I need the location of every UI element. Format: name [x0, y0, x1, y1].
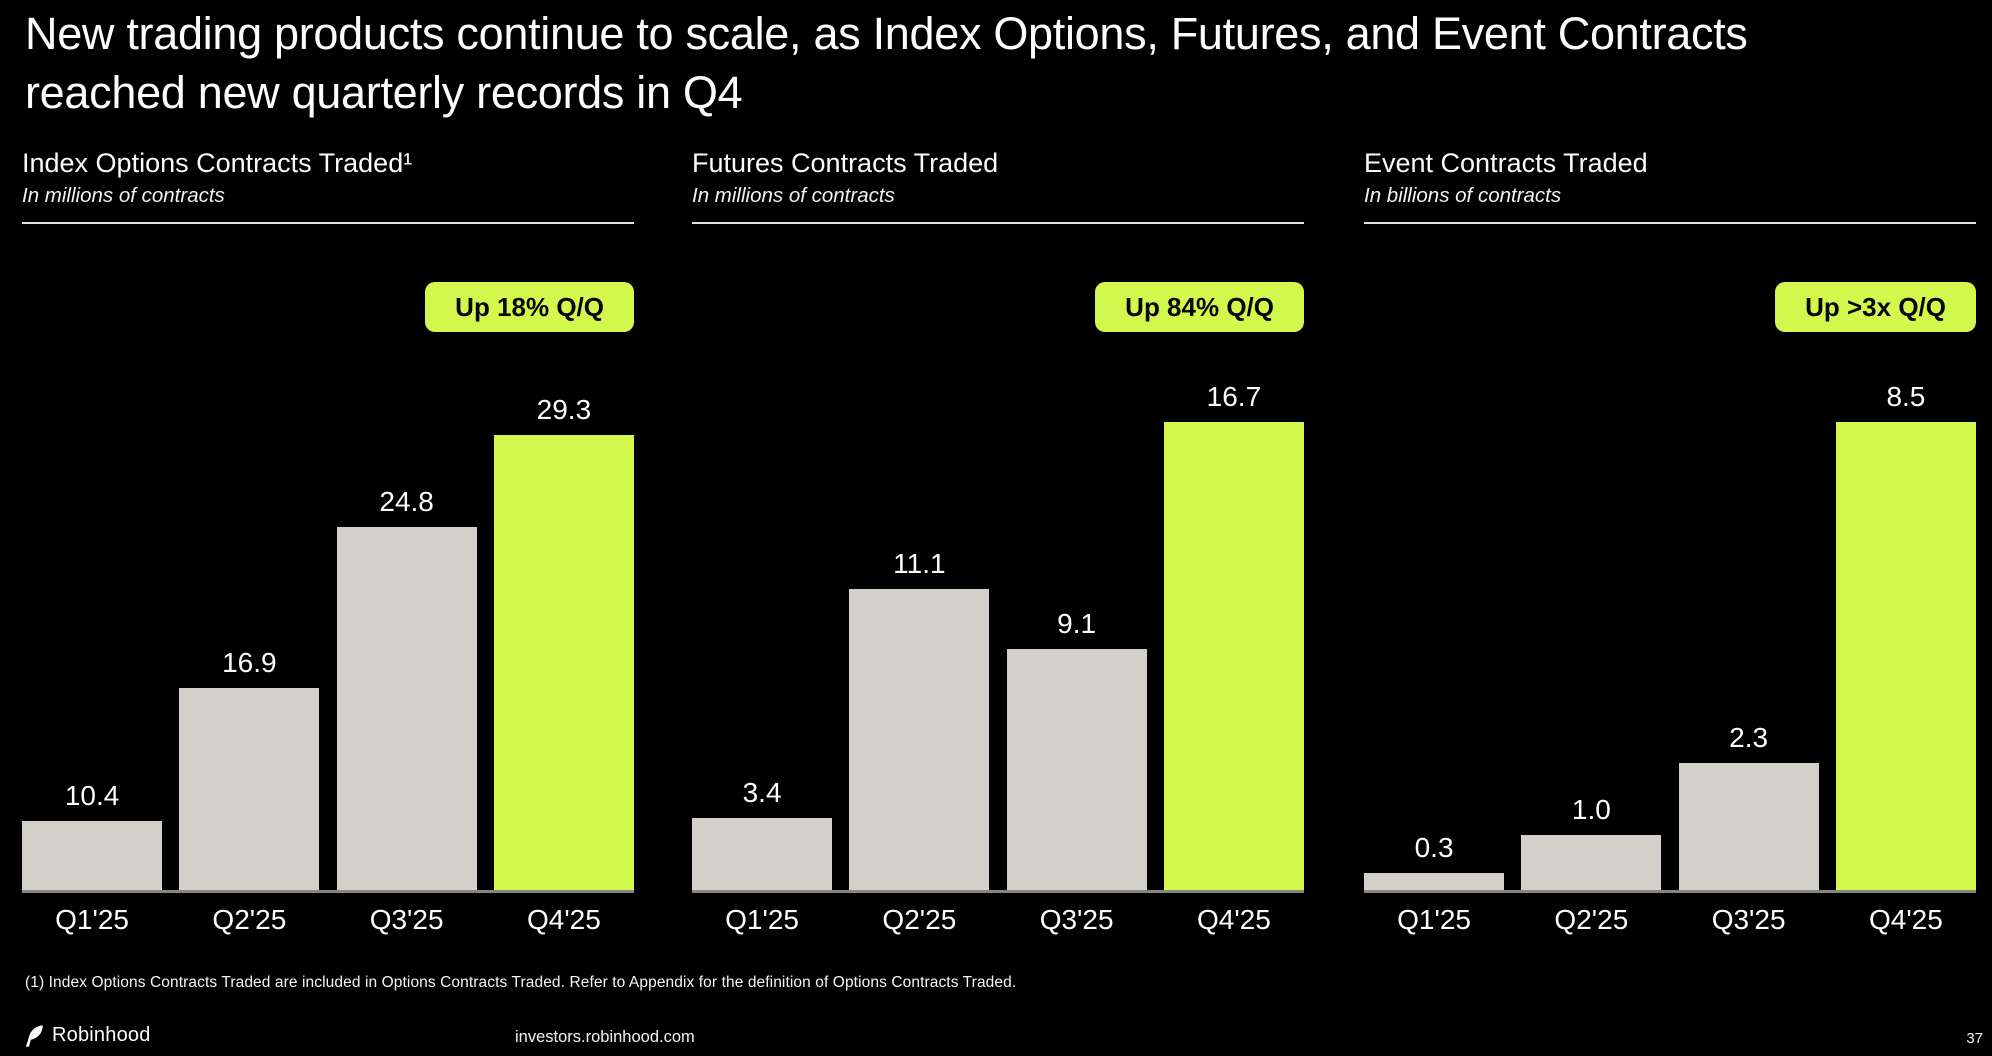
robinhood-feather-icon [25, 1024, 43, 1047]
x-axis-line [1364, 890, 1976, 893]
chart-subtitle: In millions of contracts [22, 184, 225, 208]
chart-column-index-options: Index Options Contracts Traded¹ In milli… [22, 148, 636, 998]
bar-chart: 0.3 1.0 2.3 8.5 [1364, 381, 1976, 890]
x-axis-line [692, 890, 1304, 893]
bar-slot-q1-25: 10.4 [22, 780, 163, 890]
bar [692, 818, 833, 890]
bar-value-label: 29.3 [536, 394, 592, 425]
bar-value-label: 8.5 [1886, 381, 1926, 412]
header-divider [1364, 222, 1976, 224]
bar [1678, 763, 1819, 890]
bar-value-label: 9.1 [1057, 608, 1097, 639]
x-axis-label: Q2'25 [212, 904, 287, 935]
header-divider [22, 222, 634, 224]
bar-value-label: 10.4 [64, 780, 120, 811]
x-axis-line [22, 890, 634, 893]
bar-value-label: 11.1 [893, 548, 946, 579]
bar-value-label: 1.0 [1571, 794, 1611, 825]
bar [1364, 873, 1505, 890]
qoq-change-badge: Up 18% Q/Q [425, 282, 634, 332]
chart-column-event-contracts: Event Contracts Traded In billions of co… [1364, 148, 1978, 998]
x-axis-label: Q4'25 [526, 904, 601, 935]
x-axis-label: Q3'25 [369, 904, 444, 935]
chart-title: Futures Contracts Traded [692, 148, 999, 178]
x-axis-label: Q1'25 [55, 904, 129, 935]
bar-highlighted [493, 435, 634, 890]
bar-value-label: 16.9 [222, 647, 277, 678]
bar-slot-q2-25: 16.9 [179, 647, 320, 890]
bar-slot-q2-25: 11.1 [849, 548, 990, 890]
chart-subtitle: In millions of contracts [692, 184, 895, 208]
robinhood-logo: Robinhood [25, 1024, 151, 1047]
x-axis-label: Q4'25 [1196, 904, 1271, 935]
page-number: 37 [1966, 1030, 1983, 1047]
bar-value-label: 16.7 [1206, 381, 1262, 412]
chart-title: Index Options Contracts Traded¹ [22, 148, 413, 178]
chart-column-futures: Futures Contracts Traded In millions of … [692, 148, 1306, 998]
bar-slot-q3-25: 2.3 [1678, 722, 1819, 890]
bar [1006, 649, 1147, 890]
x-axis-label: Q2'25 [882, 904, 957, 935]
bar-value-label: 0.3 [1414, 832, 1454, 863]
x-axis-label: Q3'25 [1039, 904, 1114, 935]
bar-value-label: 24.8 [379, 486, 434, 517]
bar-highlighted [1835, 422, 1976, 890]
brand-name: Robinhood [52, 1024, 151, 1046]
bar-slot-q1-25: 0.3 [1364, 832, 1505, 890]
investor-site-url: investors.robinhood.com [515, 1028, 695, 1046]
bar-chart: 10.4 16.9 24.8 29.3 [22, 390, 634, 890]
bar-highlighted [1163, 422, 1304, 890]
x-axis-label: Q1'25 [725, 904, 799, 935]
x-axis-label: Q3'25 [1711, 904, 1786, 935]
bar [336, 527, 477, 890]
bar [22, 821, 163, 890]
bar [1521, 835, 1662, 890]
chart-title: Event Contracts Traded [1364, 148, 1648, 178]
bar-chart: 3.4 11.1 9.1 16.7 [692, 381, 1304, 890]
bar [179, 688, 320, 890]
x-axis-label: Q2'25 [1554, 904, 1629, 935]
bar-slot-q3-25: 9.1 [1006, 608, 1147, 890]
x-axis-label: Q4'25 [1868, 904, 1943, 935]
bar-slot-q4-25: 16.7 [1163, 381, 1304, 890]
bar-slot-q1-25: 3.4 [692, 777, 833, 890]
bar-slot-q2-25: 1.0 [1521, 794, 1662, 890]
footnote: (1) Index Options Contracts Traded are i… [25, 974, 1017, 991]
bar-value-label: 3.4 [742, 777, 782, 808]
bar-value-label: 2.3 [1729, 722, 1769, 753]
slide-title: New trading products continue to scale, … [25, 8, 1748, 119]
bar-slot-q4-25: 29.3 [493, 394, 634, 890]
x-axis-labels: Q1'25 Q2'25 Q3'25 Q4'25 [692, 904, 1304, 936]
bar-slot-q3-25: 24.8 [336, 486, 477, 890]
bar-slot-q4-25: 8.5 [1835, 381, 1976, 890]
header-divider [692, 222, 1304, 224]
x-axis-labels: Q1'25 Q2'25 Q3'25 Q4'25 [1364, 904, 1976, 936]
qoq-change-badge: Up 84% Q/Q [1095, 282, 1304, 332]
x-axis-labels: Q1'25 Q2'25 Q3'25 Q4'25 [22, 904, 634, 936]
x-axis-label: Q1'25 [1397, 904, 1471, 935]
qoq-change-badge: Up >3x Q/Q [1775, 282, 1976, 332]
chart-subtitle: In billions of contracts [1364, 184, 1562, 208]
bar [849, 589, 990, 890]
